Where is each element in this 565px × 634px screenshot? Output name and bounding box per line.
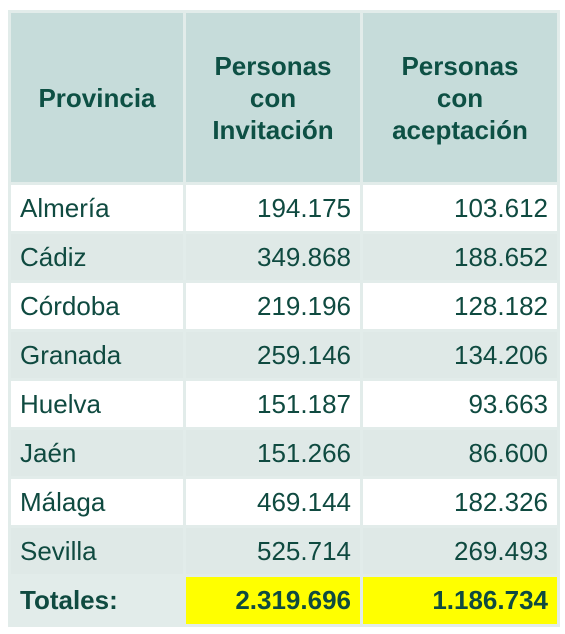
cell-aceptacion: 182.326 bbox=[360, 476, 560, 528]
cell-aceptacion: 188.652 bbox=[360, 231, 560, 283]
provinces-table-container: Provincia Personas con Invitación Person… bbox=[8, 10, 560, 627]
header-personas-aceptacion-label: Personas con aceptación bbox=[392, 50, 528, 145]
cell-invitacion: 194.175 bbox=[183, 182, 363, 234]
table-row: Jaén 151.266 86.600 bbox=[8, 427, 560, 479]
table-row: Córdoba 219.196 128.182 bbox=[8, 280, 560, 332]
cell-aceptacion: 93.663 bbox=[360, 378, 560, 430]
table-row: Granada 259.146 134.206 bbox=[8, 329, 560, 381]
cell-provincia: Huelva bbox=[8, 378, 186, 430]
cell-provincia: Jaén bbox=[8, 427, 186, 479]
cell-provincia: Granada bbox=[8, 329, 186, 381]
header-provincia: Provincia bbox=[8, 10, 186, 185]
cell-invitacion: 469.144 bbox=[183, 476, 363, 528]
table-row: Cádiz 349.868 188.652 bbox=[8, 231, 560, 283]
cell-invitacion: 349.868 bbox=[183, 231, 363, 283]
cell-provincia: Málaga bbox=[8, 476, 186, 528]
table-row: Almería 194.175 103.612 bbox=[8, 182, 560, 234]
cell-invitacion: 259.146 bbox=[183, 329, 363, 381]
cell-invitacion: 151.187 bbox=[183, 378, 363, 430]
totals-row: Totales: 2.319.696 1.186.734 bbox=[8, 574, 560, 627]
cell-provincia: Almería bbox=[8, 182, 186, 234]
totals-label: Totales: bbox=[8, 574, 186, 627]
cell-invitacion: 219.196 bbox=[183, 280, 363, 332]
cell-provincia: Sevilla bbox=[8, 525, 186, 577]
header-personas-aceptacion: Personas con aceptación bbox=[360, 10, 560, 185]
table-header-row: Provincia Personas con Invitación Person… bbox=[8, 10, 560, 185]
table-row: Sevilla 525.714 269.493 bbox=[8, 525, 560, 577]
cell-aceptacion: 86.600 bbox=[360, 427, 560, 479]
table-row: Málaga 469.144 182.326 bbox=[8, 476, 560, 528]
header-personas-invitacion: Personas con Invitación bbox=[183, 10, 363, 185]
total-aceptacion: 1.186.734 bbox=[360, 574, 560, 627]
header-personas-invitacion-label: Personas con Invitación bbox=[212, 50, 334, 145]
cell-provincia: Cádiz bbox=[8, 231, 186, 283]
cell-aceptacion: 269.493 bbox=[360, 525, 560, 577]
cell-aceptacion: 103.612 bbox=[360, 182, 560, 234]
cell-aceptacion: 134.206 bbox=[360, 329, 560, 381]
total-invitacion: 2.319.696 bbox=[183, 574, 363, 627]
cell-provincia: Córdoba bbox=[8, 280, 186, 332]
cell-invitacion: 151.266 bbox=[183, 427, 363, 479]
cell-aceptacion: 128.182 bbox=[360, 280, 560, 332]
cell-invitacion: 525.714 bbox=[183, 525, 363, 577]
table-row: Huelva 151.187 93.663 bbox=[8, 378, 560, 430]
provinces-table: Provincia Personas con Invitación Person… bbox=[8, 10, 560, 627]
